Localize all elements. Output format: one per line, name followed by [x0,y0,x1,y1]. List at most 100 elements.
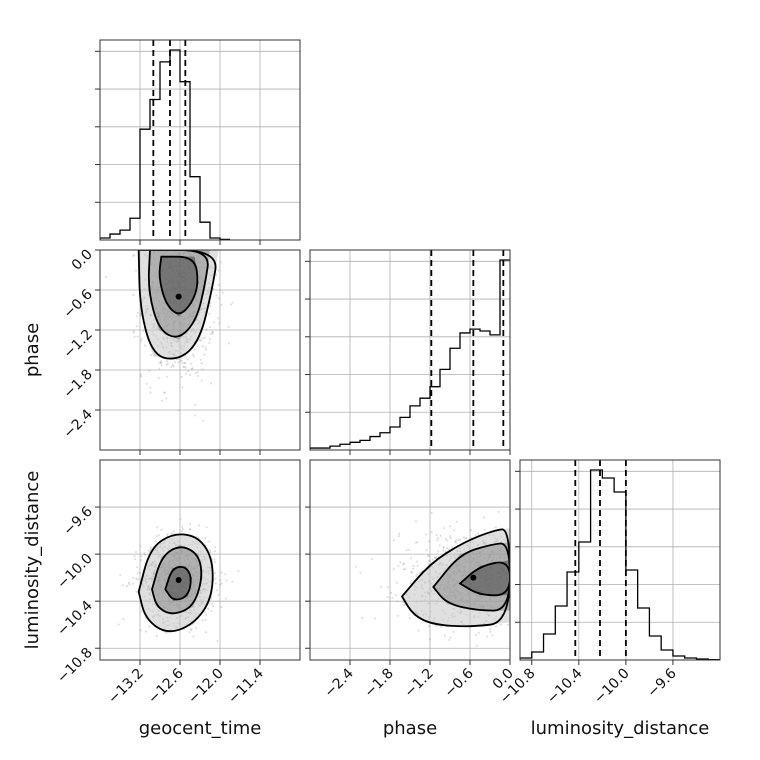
scatter-point [397,564,400,567]
scatter-point [532,600,534,602]
scatter-point [416,573,419,576]
scatter-point [203,336,206,339]
scatter-point [166,533,169,536]
scatter-point [137,578,140,581]
scatter-point [210,247,212,249]
scatter-point [443,634,446,637]
scatter-point [448,548,451,551]
panel-frame [99,39,301,241]
scatter-point [512,584,514,586]
scatter-point [172,365,175,368]
scatter-point [160,528,163,531]
x-tick-label-phase: −1.2 [401,666,436,701]
scatter-point [169,236,171,238]
scatter-point [157,377,160,380]
scatter-point [219,583,222,586]
scatter-point [511,602,513,604]
scatter-point [145,630,148,633]
scatter-point [196,246,198,248]
y-axis-title-phase: phase [22,323,43,377]
scatter-point [143,344,146,347]
scatter-point [151,236,153,238]
scatter-point [143,552,146,555]
scatter-point [219,579,222,582]
scatter-point [428,540,431,543]
scatter-point [181,213,183,215]
scatter-point [514,576,516,578]
scatter-point [442,545,445,548]
scatter-point [165,231,167,233]
scatter-point [499,623,502,626]
scatter-point [147,549,150,552]
scatter-point [434,556,437,559]
scatter-point [442,527,445,530]
scatter-point [403,562,406,565]
scatter-point [486,635,489,638]
scatter-point [174,361,177,364]
scatter-point [511,560,513,562]
contour-level-0 [164,565,192,601]
scatter-point [550,576,552,578]
scatter-point [208,312,211,315]
scatter-point [165,397,168,400]
scatter-point [513,620,515,622]
scatter-point [395,594,398,597]
scatter-point [544,592,546,594]
scatter-point [464,537,467,540]
panel-geocent_time-vs-luminosity_distance: −13.2−12.6−12.0−11.4 −10.8 −10.4 −10.0 −9.6 [54,459,301,708]
scatter-point [193,355,196,358]
scatter-point [135,269,138,272]
scatter-point [513,618,515,620]
scatter-point [554,590,556,592]
scatter-point [529,559,531,561]
scatter-point [456,520,459,523]
scatter-point [197,237,199,239]
scatter-point [514,617,516,619]
scatter-point [513,584,515,586]
scatter-point [177,243,179,245]
y-tick-label-phase: −1.8 [60,367,95,402]
scatter-point [453,529,456,532]
scatter-point [512,615,514,617]
scatter-point [135,551,138,554]
scatter-point [165,360,168,363]
scatter-point [514,589,516,591]
scatter-point [127,581,130,584]
scatter-point [528,582,530,584]
scatter-point [177,361,180,364]
scatter-point [201,243,203,245]
scatter-point [200,362,203,365]
scatter-point [534,564,536,566]
scatter-point [136,572,139,575]
scatter-point [202,353,205,356]
scatter-point [442,549,445,552]
scatter-point [205,247,207,249]
scatter-point [524,571,526,573]
scatter-point [155,535,158,538]
scatter-point [208,549,211,552]
scatter-point [371,557,374,560]
scatter-point [144,233,146,235]
scatter-point [225,597,228,600]
scatter-point [520,570,522,572]
panel-content [100,212,300,450]
scatter-point [181,235,183,237]
scatter-point [196,371,199,374]
scatter-point [151,224,153,226]
scatter-point [140,339,143,342]
scatter-point [399,561,402,564]
scatter-point [213,321,216,324]
scatter-point [430,531,433,534]
scatter-point [514,572,516,574]
x-tick-label-geocent_time: −13.2 [105,666,147,708]
scatter-point [515,605,517,607]
scatter-point [562,549,564,551]
scatter-point [511,547,513,549]
scatter-point [507,623,510,626]
scatter-point [182,212,184,214]
scatter-point [418,571,421,574]
scatter-point [410,557,413,560]
x-tick-label-luminosity_distance: −10.0 [591,666,633,708]
scatter-point [402,601,405,604]
scatter-point [195,247,197,249]
